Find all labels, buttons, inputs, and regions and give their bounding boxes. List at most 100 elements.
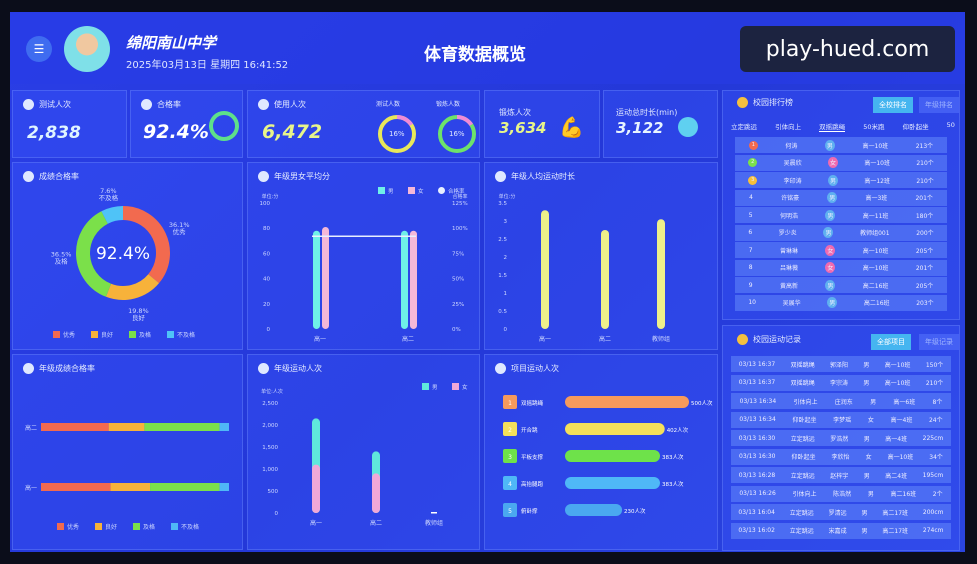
gender: 男 — [863, 472, 870, 480]
bar — [565, 396, 689, 408]
record-row[interactable]: 03/13 16:26 引体向上 陈浩然 男 高二16班 2个 — [731, 485, 951, 502]
legend-label: 男 — [432, 384, 438, 391]
class: 高一12班 — [864, 177, 890, 185]
slice-label: 19.8% — [128, 307, 149, 315]
leaderboard-row[interactable]: 5 何明浩 男 高一11班 180个 — [735, 207, 947, 223]
leaderboard-tab[interactable]: 双摇跳绳 — [819, 123, 846, 132]
legend-label: 合格率 — [448, 187, 465, 195]
rank-number: 1 — [508, 400, 512, 407]
y-tick-label: 高二 — [25, 424, 37, 432]
leaderboard-row[interactable]: 2 吴晨欣 女 高一10班 210个 — [735, 154, 947, 171]
legend-swatch — [91, 331, 98, 338]
y-tick-label: 60 — [263, 251, 270, 257]
grade-record-button[interactable]: 年级记录 — [919, 334, 959, 350]
student-name: 何明浩 — [779, 212, 798, 220]
record-row[interactable]: 03/13 16:30 仰卧起坐 李欣怡 女 高一10班 34个 — [731, 448, 951, 465]
leaderboard-row[interactable]: 7 曾琳琳 女 高一10班 205个 — [735, 242, 947, 258]
project: 立定跳远 — [789, 509, 814, 517]
time: 03/13 16:34 — [739, 397, 777, 405]
record-row[interactable]: 03/13 16:02 立定跳远 宋嘉成 男 高二17班 274cm — [731, 522, 951, 539]
time: 03/13 16:37 — [738, 360, 776, 368]
rank: 1 — [748, 140, 758, 150]
leaderboard-row[interactable]: 1 何涛 男 高一10班 213个 — [735, 137, 947, 153]
class: 高二16班 — [890, 491, 917, 498]
record-row[interactable]: 03/13 16:34 引体向上 庄润东 男 高一6班 8个 — [731, 393, 951, 409]
class: 高二16班 — [862, 282, 889, 290]
gender: 男 — [863, 380, 870, 387]
grade-rank-button[interactable]: 年级排名 — [919, 97, 959, 113]
stat-label: 运动总时长(min) — [616, 108, 678, 117]
y-axis-label: 单位:分 — [262, 193, 279, 200]
chart-icon — [495, 363, 506, 374]
result: 210个 — [925, 380, 944, 387]
stat-value: 6,472 — [262, 121, 323, 143]
bar-segment — [150, 483, 220, 491]
class: 高一10班 — [884, 380, 911, 387]
project-name: 开合跳 — [521, 426, 538, 434]
project: 立定跳远 — [789, 528, 814, 535]
student-name: 陈浩然 — [833, 491, 852, 498]
leaderboard-tab[interactable]: 引体向上 — [775, 123, 802, 131]
stat-usage: 使用人次 6,472 测试人数 锻炼人数 16% 16% — [247, 90, 480, 158]
class: 教师组001 — [860, 230, 890, 237]
leaderboard-row[interactable]: 9 黄高新 男 高二16班 205个 — [735, 277, 947, 293]
student-name: 郭泽阳 — [829, 361, 848, 369]
leaderboard-row[interactable]: 4 许铭豪 男 高一3班 201个 — [735, 189, 947, 206]
leaderboard-row[interactable]: 6 罗少炎 男 教师组001 200个 — [735, 224, 947, 241]
gender: 男 — [861, 528, 868, 535]
stat-value: 92.4% — [143, 121, 209, 143]
result: 2个 — [932, 491, 943, 498]
gender: 男 — [827, 297, 838, 308]
legend-label: 女 — [418, 187, 424, 195]
record-row[interactable]: 03/13 16:34 仰卧起坐 李梦瑶 女 高一4班 24个 — [731, 411, 951, 428]
menu-toggle-button[interactable]: ☰ — [26, 36, 52, 62]
rank: 5 — [748, 211, 753, 219]
student-name: 庄润东 — [834, 398, 853, 406]
bar-female — [372, 473, 380, 513]
y-tick-label: 3.5 — [498, 201, 507, 207]
project: 引体向上 — [793, 398, 818, 406]
all-projects-button[interactable]: 全部项目 — [871, 334, 911, 350]
leaderboard-tab[interactable]: 仰卧起坐 — [902, 123, 929, 131]
legend-label: 良好 — [105, 523, 117, 531]
record-row[interactable]: 03/13 16:37 双摇跳绳 郭泽阳 男 高一10班 150个 — [731, 356, 951, 372]
rank: 7 — [748, 246, 753, 254]
project: 立定跳远 — [790, 435, 815, 443]
leaderboard-row[interactable]: 3 李印涛 男 高一12班 210个 — [735, 172, 947, 188]
y-axis-label: 单位:分 — [499, 193, 516, 200]
panel-title: 成绩合格率 — [39, 172, 79, 181]
result: 8个 — [932, 398, 943, 406]
legend-label: 优秀 — [67, 523, 79, 531]
panel-grade-people: 年级运动人次 0 500 1,000 1,500 2,000 2,500 单位:人次 高一 高二 教… — [247, 354, 480, 550]
gender: 男 — [861, 509, 868, 517]
legend-label: 男 — [388, 188, 394, 195]
record-row[interactable]: 03/13 16:28 立定跳远 赵梓宇 男 高二4班 195cm — [731, 467, 951, 483]
record-row[interactable]: 03/13 16:04 立定跳远 罗清远 男 高二17班 200cm — [731, 504, 951, 520]
legend-label: 良好 — [101, 331, 113, 339]
leaderboard-tab[interactable]: 立定跳远 — [731, 123, 757, 131]
y-tick-label: 50% — [452, 277, 464, 283]
leaderboard-tab[interactable]: 50 — [946, 121, 955, 129]
result: 274cm — [922, 527, 944, 534]
avatar[interactable] — [64, 26, 110, 72]
dashboard-screen: ☰ 绵阳南山中学 2025年03月13日 星期四 16:41:52 体育数据概览… — [10, 12, 965, 552]
bar — [401, 230, 408, 329]
y-tick-label: 0 — [275, 511, 279, 517]
legend-swatch — [378, 187, 385, 194]
panel-title: 年级男女平均分 — [274, 172, 330, 181]
bar — [565, 477, 660, 489]
page-title: 体育数据概览 — [424, 45, 526, 65]
y-tick-label: 20 — [263, 302, 270, 308]
record-row[interactable]: 03/13 16:30 立定跳远 罗浩然 男 高一4班 225cm — [731, 430, 951, 446]
student-name: 罗少炎 — [778, 230, 797, 237]
leaderboard-tab[interactable]: 50米跑 — [863, 123, 885, 131]
stat-exercise: 锻炼人次 3,634 💪 — [484, 90, 600, 158]
bar-segment — [219, 483, 229, 491]
stopwatch-icon — [678, 117, 698, 137]
leaderboard-row[interactable]: 8 吕琳薇 女 高一10班 201个 — [735, 259, 947, 276]
school-rank-button[interactable]: 全校排名 — [873, 97, 913, 113]
leaderboard-row[interactable]: 10 吴展华 男 高二16班 203个 — [735, 294, 947, 311]
records-list: 03/13 16:37 双摇跳绳 郭泽阳男高一10班 150个 03/13 16:37 双… — [731, 356, 951, 552]
student-name: 李印涛 — [783, 177, 802, 185]
record-row[interactable]: 03/13 16:37 双摇跳绳 李宗涛 男 高一10班 210个 — [731, 374, 951, 391]
